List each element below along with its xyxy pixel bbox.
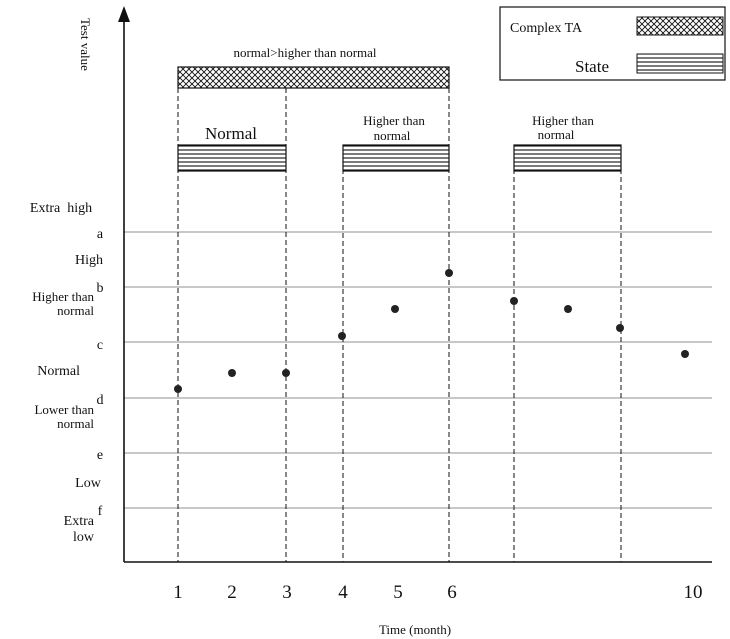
level-lower-than-normal-line2: normal <box>57 416 94 431</box>
axes <box>123 14 712 563</box>
level-low: Low <box>75 476 102 491</box>
level-normal: Normal <box>37 364 80 379</box>
boundary-c: c <box>97 338 103 353</box>
boundary-a: a <box>97 227 104 242</box>
state-bar-3-label-line1: Higher than <box>532 113 594 128</box>
observation-points <box>174 269 689 393</box>
legend: Complex TA State <box>499 6 726 81</box>
level-high: High <box>75 253 103 268</box>
level-lower-than-normal-line1: Lower than <box>34 402 94 417</box>
data-point <box>174 385 182 393</box>
level-higher-than-normal-line1: Higher than <box>32 289 94 304</box>
legend-complex-ta-label: Complex TA <box>510 21 583 36</box>
data-point <box>616 324 624 332</box>
legend-complex-ta-swatch <box>636 16 724 36</box>
data-point <box>228 369 236 377</box>
level-extra-high: Extra high <box>30 201 92 216</box>
level-extra-low-line2: low <box>73 530 95 545</box>
level-higher-than-normal-line2: normal <box>57 303 94 318</box>
state-bar-1-rect <box>177 144 287 172</box>
complex-ta-bar-rect <box>177 66 450 89</box>
complex-ta-bar-label: normal>higher than normal <box>233 45 376 60</box>
state-bar-2-rect <box>342 144 450 172</box>
legend-state-label: State <box>575 57 609 76</box>
boundary-e: e <box>97 448 103 463</box>
x-tick-3: 3 <box>282 582 292 603</box>
state-bar-3-rect <box>513 144 622 172</box>
state-bar-3: Higher than normal <box>513 113 622 172</box>
level-extra-low-line1: Extra <box>64 514 95 529</box>
level-labels: Extra high a High b Higher than normal c… <box>30 201 104 545</box>
x-axis-label: Time (month) <box>379 622 451 637</box>
x-tick-4: 4 <box>338 582 348 603</box>
x-tick-2: 2 <box>227 582 237 603</box>
dashed-guides <box>177 88 622 562</box>
data-point <box>681 350 689 358</box>
state-bar-1-label: Normal <box>205 124 257 143</box>
x-tick-5: 5 <box>393 582 403 603</box>
state-bar-1: Normal <box>177 124 287 172</box>
data-point <box>445 269 453 277</box>
y-axis-label: Test value <box>78 18 93 71</box>
state-bar-2-label-line1: Higher than <box>363 113 425 128</box>
x-tick-10: 10 <box>684 582 703 603</box>
boundary-b: b <box>97 281 104 296</box>
data-point <box>564 305 572 313</box>
data-point <box>510 297 518 305</box>
data-point <box>338 332 346 340</box>
x-tick-6: 6 <box>447 582 457 603</box>
boundary-d: d <box>97 393 104 408</box>
state-bar-2-label-line2: normal <box>374 128 411 143</box>
y-axis-arrow <box>118 6 130 22</box>
data-point <box>282 369 290 377</box>
x-tick-1: 1 <box>173 582 183 603</box>
state-bar-2: Higher than normal <box>342 113 450 172</box>
state-bar-3-label-line2: normal <box>538 127 575 142</box>
x-tick-labels: 1 2 3 4 5 6 10 <box>173 582 702 603</box>
legend-state-swatch <box>636 53 724 74</box>
boundary-f: f <box>98 504 103 519</box>
data-point <box>391 305 399 313</box>
level-gridlines <box>124 231 712 509</box>
complex-ta-bar: normal>higher than normal <box>177 45 450 89</box>
